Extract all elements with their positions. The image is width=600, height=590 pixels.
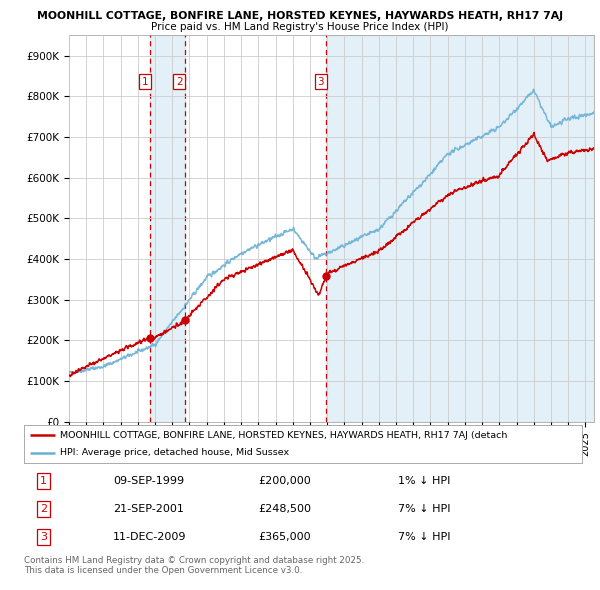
Text: 1% ↓ HPI: 1% ↓ HPI xyxy=(398,476,450,486)
Text: 7% ↓ HPI: 7% ↓ HPI xyxy=(398,532,451,542)
Text: 2: 2 xyxy=(176,77,182,87)
Text: 3: 3 xyxy=(317,77,324,87)
Text: Contains HM Land Registry data © Crown copyright and database right 2025.
This d: Contains HM Land Registry data © Crown c… xyxy=(24,556,364,575)
Text: £248,500: £248,500 xyxy=(259,504,311,514)
Text: 1: 1 xyxy=(40,476,47,486)
Text: 3: 3 xyxy=(40,532,47,542)
Text: 11-DEC-2009: 11-DEC-2009 xyxy=(113,532,187,542)
Text: HPI: Average price, detached house, Mid Sussex: HPI: Average price, detached house, Mid … xyxy=(60,448,289,457)
Text: £365,000: £365,000 xyxy=(259,532,311,542)
Text: MOONHILL COTTAGE, BONFIRE LANE, HORSTED KEYNES, HAYWARDS HEATH, RH17 7AJ (detach: MOONHILL COTTAGE, BONFIRE LANE, HORSTED … xyxy=(60,431,508,440)
Text: 1: 1 xyxy=(142,77,148,87)
Text: Price paid vs. HM Land Registry's House Price Index (HPI): Price paid vs. HM Land Registry's House … xyxy=(151,22,449,32)
Text: 09-SEP-1999: 09-SEP-1999 xyxy=(113,476,184,486)
Text: 21-SEP-2001: 21-SEP-2001 xyxy=(113,504,184,514)
Text: 2: 2 xyxy=(40,504,47,514)
Text: £200,000: £200,000 xyxy=(259,476,311,486)
Text: 7% ↓ HPI: 7% ↓ HPI xyxy=(398,504,451,514)
Bar xyxy=(150,35,185,422)
Text: MOONHILL COTTAGE, BONFIRE LANE, HORSTED KEYNES, HAYWARDS HEATH, RH17 7AJ: MOONHILL COTTAGE, BONFIRE LANE, HORSTED … xyxy=(37,11,563,21)
Bar xyxy=(326,35,594,422)
